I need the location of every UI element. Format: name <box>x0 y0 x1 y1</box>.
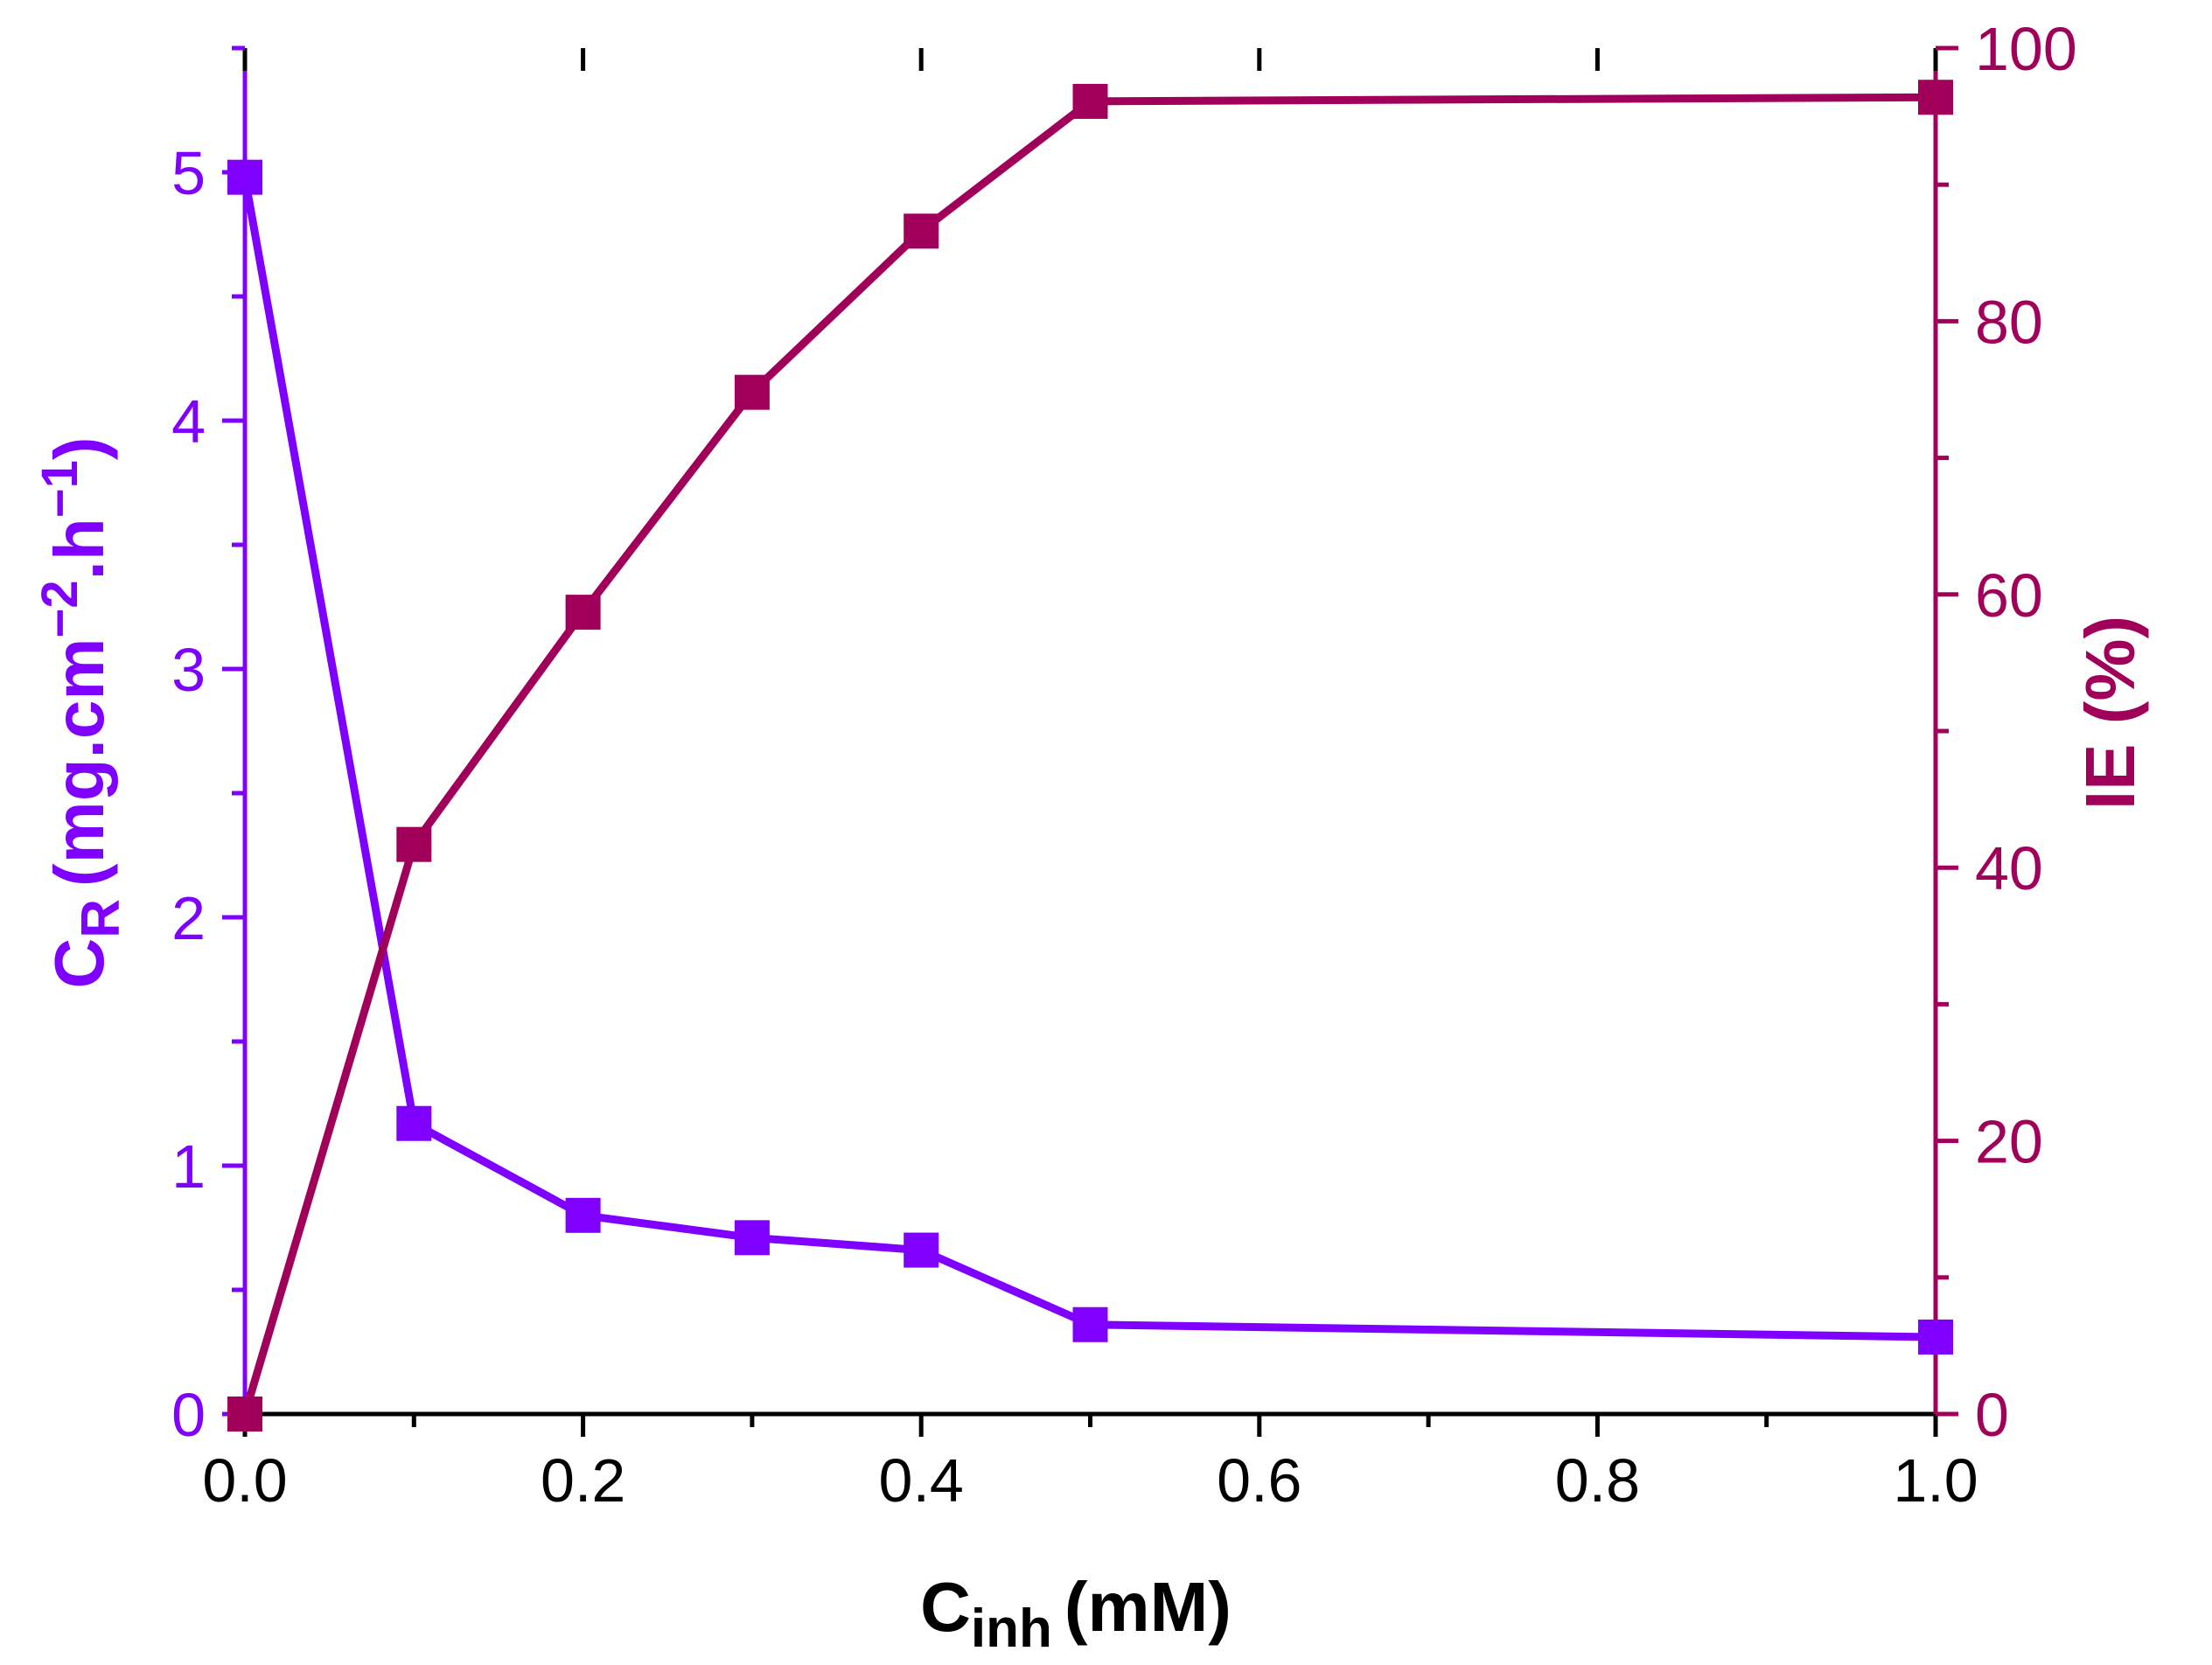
y-right-tick-label: 20 <box>1975 1108 2043 1176</box>
y-right-axis-title: IE (%) <box>2071 616 2149 810</box>
y-left-tick-label: 5 <box>171 139 206 207</box>
x-tick-label: 0.0 <box>202 1446 287 1515</box>
data-point-IE <box>396 826 432 862</box>
y-right-tick-label: 100 <box>1975 15 2077 83</box>
data-point-CR <box>1072 1306 1108 1342</box>
y-left-tick-label: 4 <box>171 387 206 456</box>
y-right-tick-label: 40 <box>1975 834 2043 902</box>
data-point-IE <box>1918 80 1953 115</box>
data-point-IE <box>565 595 601 630</box>
data-point-CR <box>396 1105 432 1141</box>
y-left-tick-label: 2 <box>171 884 206 952</box>
data-point-IE <box>227 1397 262 1432</box>
y-right-tick-label: 80 <box>1975 288 2043 356</box>
data-point-CR <box>227 159 262 195</box>
series-line-IE <box>241 93 1936 1416</box>
data-point-CR <box>904 1232 939 1268</box>
data-point-CR <box>734 1220 770 1256</box>
y-left-tick-label: 3 <box>171 636 206 704</box>
y-left-axis-title: CR(mg.cm−2.h−1) <box>31 436 131 988</box>
series-line-CR <box>241 176 1936 1341</box>
data-point-CR <box>565 1197 601 1233</box>
data-point-IE <box>734 374 770 410</box>
y-right-tick-label: 0 <box>1975 1381 2009 1449</box>
axis-labels: Cinh (mM) CR(mg.cm−2.h−1) IE (%) <box>31 436 2149 1659</box>
series-layer <box>227 80 1953 1432</box>
x-tick-label: 0.2 <box>541 1446 625 1515</box>
x-tick-label: 0.6 <box>1217 1446 1301 1515</box>
x-tick-label: 0.4 <box>879 1446 964 1515</box>
x-tick-label: 0.8 <box>1555 1446 1640 1515</box>
data-point-CR <box>1918 1319 1953 1355</box>
data-point-IE <box>1072 83 1108 119</box>
y-left-tick-label: 0 <box>171 1381 206 1449</box>
x-axis-title: Cinh (mM) <box>920 1568 1232 1659</box>
data-point-IE <box>904 213 939 249</box>
y-right-tick-label: 60 <box>1975 561 2043 630</box>
y-left-tick-label: 1 <box>171 1132 206 1201</box>
x-tick-label: 1.0 <box>1893 1446 1978 1515</box>
